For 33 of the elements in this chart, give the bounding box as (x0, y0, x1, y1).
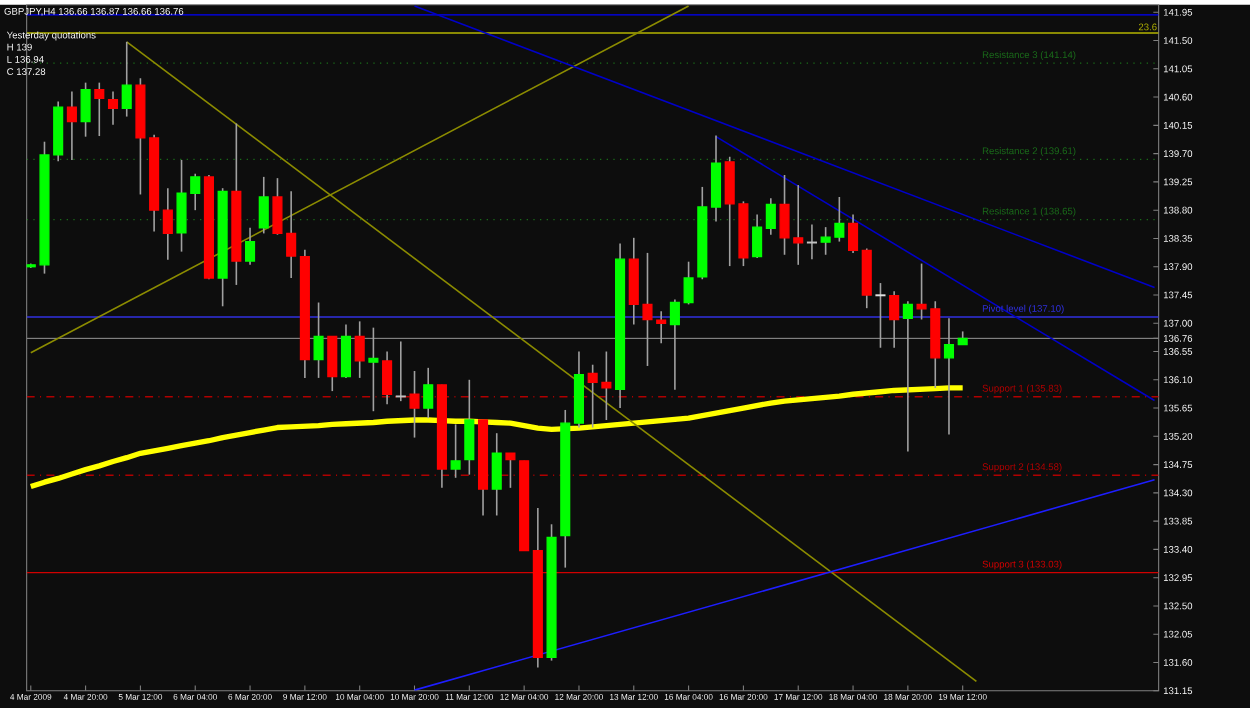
candlestick (752, 213, 763, 259)
candlestick (327, 335, 338, 392)
candlestick (464, 378, 475, 476)
candlestick (245, 226, 256, 266)
candlestick (875, 281, 886, 349)
candlestick (107, 90, 119, 126)
candlestick (450, 423, 461, 479)
candlestick (848, 213, 859, 254)
candlestick (943, 317, 955, 435)
candlestick (423, 366, 434, 419)
candlestick (354, 320, 365, 379)
candlestick (409, 369, 420, 438)
candlestick (765, 197, 776, 236)
candlestick (382, 350, 393, 405)
candlestick (491, 432, 502, 516)
candlestick (806, 223, 817, 260)
candlestick (683, 260, 694, 305)
candlestick (505, 452, 516, 489)
candlestick (121, 40, 132, 117)
candlestick (889, 290, 900, 349)
candlestick (340, 323, 352, 379)
candlestick (66, 90, 77, 161)
candlestick (80, 81, 91, 138)
candlestick (395, 340, 406, 402)
candlestick (902, 300, 913, 452)
candlestick (313, 301, 324, 379)
candlestick (162, 187, 173, 261)
candlestick (368, 326, 379, 412)
candlestick (94, 81, 105, 137)
candlestick (669, 298, 680, 391)
candlestick (258, 175, 269, 234)
candlestick (861, 247, 872, 309)
candlestick (710, 134, 722, 222)
